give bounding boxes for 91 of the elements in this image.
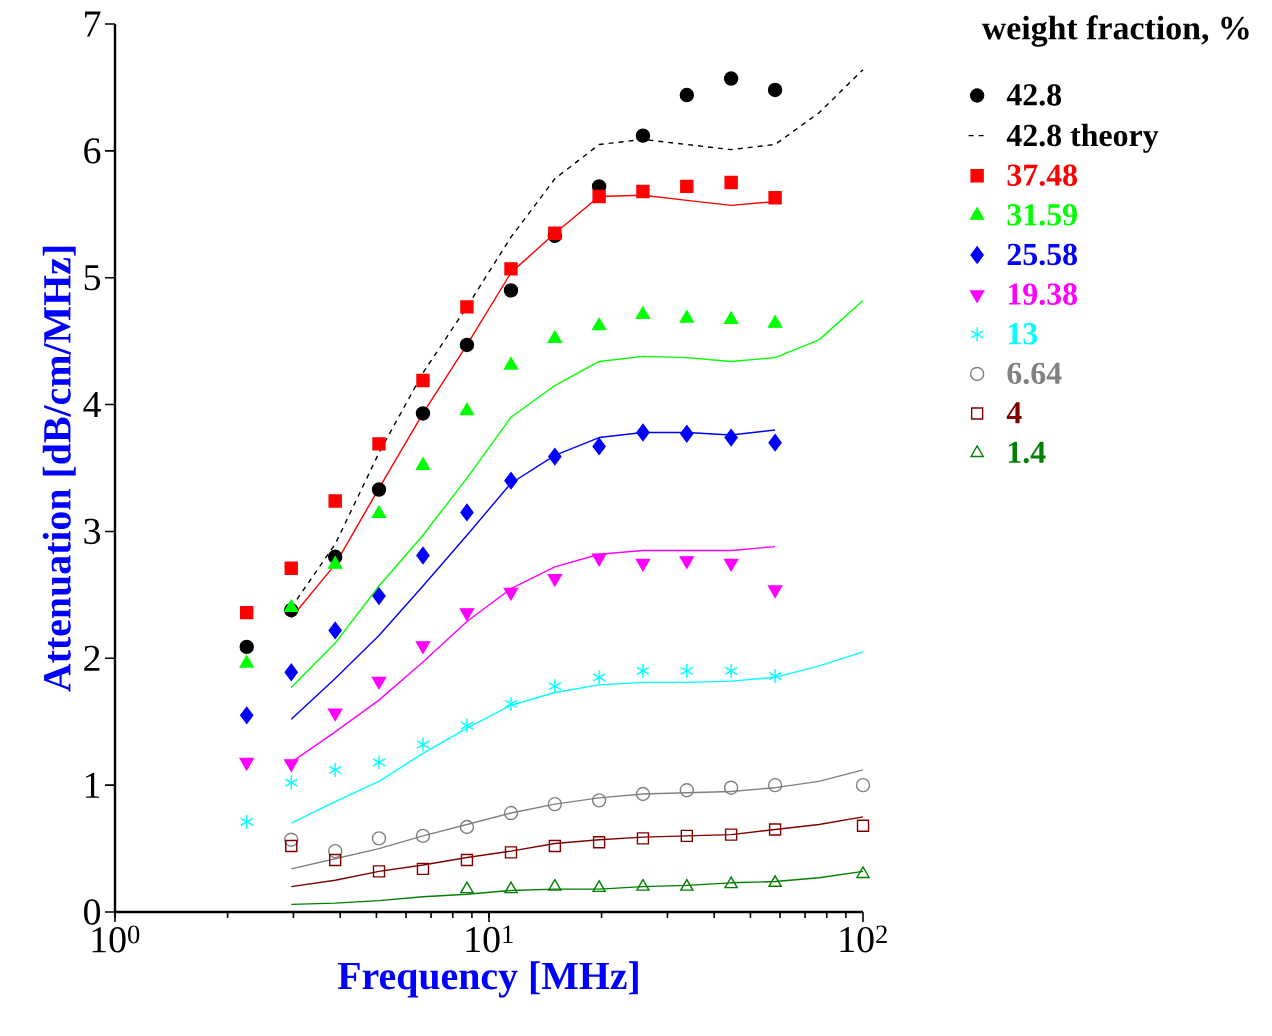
point xyxy=(635,306,651,319)
point xyxy=(459,402,475,416)
point xyxy=(503,357,519,370)
legend-label: 4 xyxy=(1006,402,1022,424)
point xyxy=(724,428,738,447)
y-tick-label: 0 xyxy=(84,899,101,925)
legend-label: 6.64 xyxy=(1007,362,1062,385)
legend-label: 13 xyxy=(1008,323,1038,345)
point xyxy=(371,505,387,519)
point xyxy=(680,425,694,443)
y-axis-title: Attenuation [dB/cm/MHz] xyxy=(42,246,76,692)
line-series xyxy=(290,651,864,824)
point xyxy=(504,696,518,712)
point xyxy=(459,337,475,353)
point xyxy=(591,317,607,331)
point xyxy=(240,706,254,725)
point xyxy=(592,437,606,456)
point xyxy=(328,621,342,640)
point xyxy=(284,663,298,681)
point xyxy=(768,433,782,452)
x-tick-label: 10$^{1}$ xyxy=(466,925,513,953)
point xyxy=(372,587,386,605)
point xyxy=(503,587,519,601)
point xyxy=(328,556,343,569)
point xyxy=(679,87,695,103)
point xyxy=(679,310,695,323)
point xyxy=(636,663,650,679)
point xyxy=(723,311,739,325)
y-tick-label: 4 xyxy=(83,392,101,418)
point xyxy=(503,283,519,298)
legend-label: 42.8 xyxy=(1006,84,1062,106)
point xyxy=(415,406,431,421)
x-tick-label: 10$^{2}$ xyxy=(840,925,887,953)
point xyxy=(460,503,474,522)
y-tick-label: 3 xyxy=(84,518,101,545)
point xyxy=(724,663,738,679)
point xyxy=(284,774,299,791)
point xyxy=(768,191,782,205)
point xyxy=(460,300,474,314)
point xyxy=(460,717,474,734)
point xyxy=(680,179,694,194)
line-series xyxy=(290,769,864,870)
legend-label: 42.8 theory xyxy=(1006,123,1159,153)
point xyxy=(548,678,562,694)
point xyxy=(328,762,342,778)
legend-label: 25.58 xyxy=(1007,243,1077,266)
point xyxy=(547,330,563,344)
point xyxy=(372,437,386,451)
y-tick-label: 1 xyxy=(85,772,100,798)
point xyxy=(547,573,563,587)
point xyxy=(768,668,782,684)
point xyxy=(767,315,783,328)
point xyxy=(636,423,650,442)
point xyxy=(504,262,518,276)
point xyxy=(548,447,562,466)
legend-title: weight fraction, % xyxy=(981,15,1249,47)
point xyxy=(592,669,606,686)
point xyxy=(328,494,342,508)
x-tick-label: 10$^{0}$ xyxy=(92,925,140,953)
line-series xyxy=(290,299,864,689)
point xyxy=(415,457,431,470)
point xyxy=(680,663,694,679)
point xyxy=(239,655,254,668)
point xyxy=(239,757,254,771)
point xyxy=(635,128,651,143)
point xyxy=(636,184,650,199)
point xyxy=(724,175,738,190)
legend-label: 1.4 xyxy=(1008,441,1046,464)
y-tick-label: 5 xyxy=(84,265,101,291)
point xyxy=(592,189,606,204)
point xyxy=(372,754,386,771)
point xyxy=(284,599,299,612)
legend-label: 31.59 xyxy=(1007,204,1077,226)
legend-label: 19.38 xyxy=(1008,283,1077,306)
point xyxy=(767,82,783,98)
point xyxy=(416,373,430,388)
point xyxy=(239,639,254,655)
point xyxy=(416,736,430,753)
point xyxy=(371,482,387,497)
point xyxy=(504,471,518,490)
point xyxy=(240,605,254,620)
y-tick-label: 6 xyxy=(84,138,101,164)
point xyxy=(767,585,783,598)
point xyxy=(284,561,298,575)
legend-label: 37.48 xyxy=(1007,164,1077,187)
y-tick-label: 7 xyxy=(85,11,101,37)
y-tick-label: 2 xyxy=(84,645,100,671)
point xyxy=(723,71,739,86)
point xyxy=(416,546,430,565)
x-axis-title: Frequency [MHz] xyxy=(337,961,638,998)
point xyxy=(239,814,254,830)
